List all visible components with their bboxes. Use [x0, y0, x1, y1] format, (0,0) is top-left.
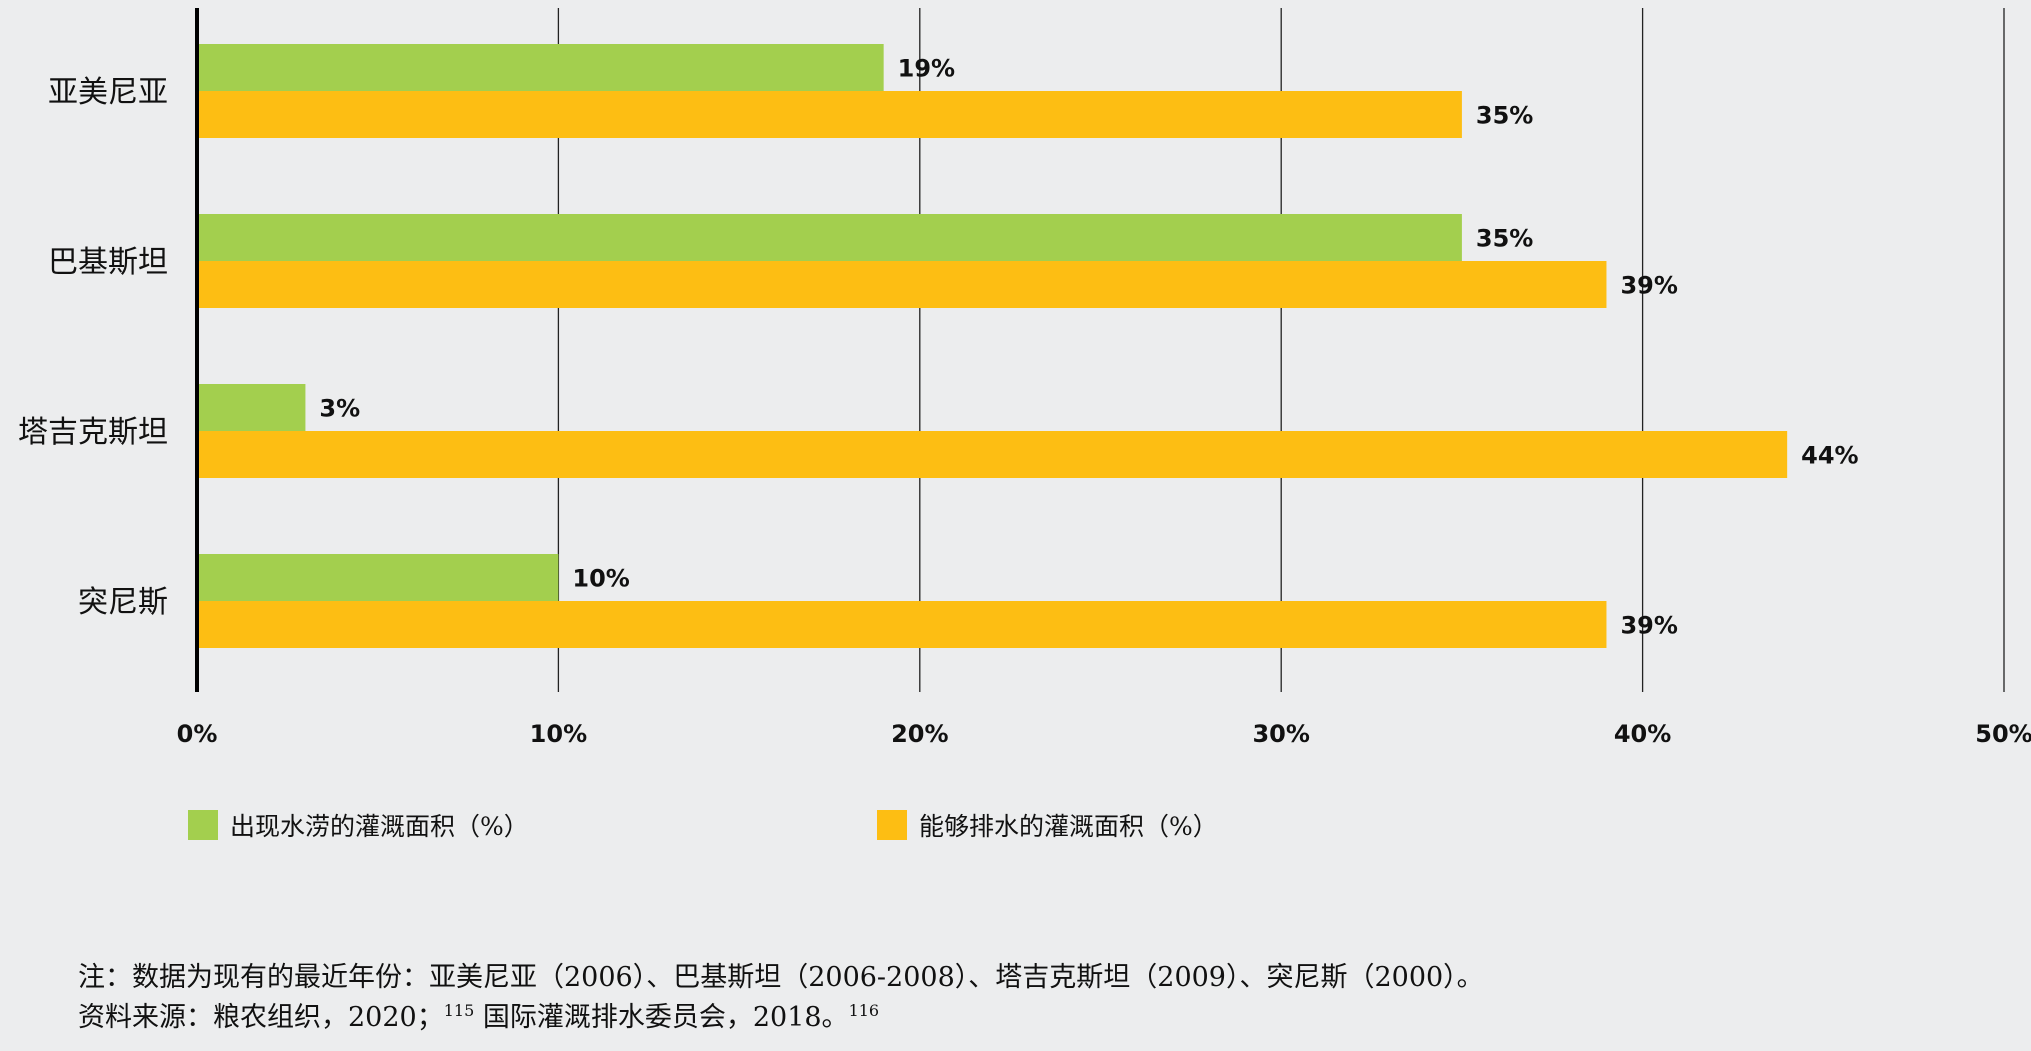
legend-label-drainable: 能够排水的灌溉面积（%）	[919, 812, 1218, 841]
bar-waterlogged-3	[197, 554, 559, 601]
source-text: 资料来源：粮农组织，2020；115 国际灌溉排水委员会，2018。116	[78, 998, 1978, 1038]
legend-swatch-green	[188, 810, 218, 840]
x-tick-label-50: 50%	[1975, 720, 2031, 748]
x-tick-label-30: 30%	[1252, 720, 1309, 748]
bar-drainable-1	[197, 261, 1607, 308]
footnotes: 注：数据为现有的最近年份：亚美尼亚（2006）、巴基斯坦（2006-2008）、…	[78, 958, 1978, 1038]
bar-drainable-3	[197, 601, 1607, 648]
x-tick-label-20: 20%	[891, 720, 948, 748]
category-label-0: 亚美尼亚	[48, 75, 168, 110]
legend-label-waterlogged: 出现水涝的灌溉面积（%）	[230, 812, 529, 841]
x-tick-label-40: 40%	[1614, 720, 1671, 748]
bar-chart: 19% 35% 35% 39% 3% 44% 10% 39% 亚美尼亚巴基斯坦塔吉克斯坦突尼斯…	[18, 8, 2031, 748]
value-label-waterlogged-2: 3%	[319, 395, 360, 423]
x-tick-label-0: 0%	[177, 720, 218, 748]
legend-item-waterlogged: 出现水涝的灌溉面积（%）	[188, 805, 529, 845]
x-tick-labels: 0% 10% 20% 30% 40% 50%	[177, 720, 2031, 748]
value-label-waterlogged-0: 19%	[898, 55, 955, 83]
bar-drainable-2	[197, 431, 1788, 478]
source-prefix: 资料来源：粮农组织，2020；	[78, 1002, 444, 1033]
source-ref-115: 115	[443, 1001, 475, 1020]
source-ref-116: 116	[848, 1001, 880, 1020]
value-label-waterlogged-1: 35%	[1476, 225, 1533, 253]
note-text: 注：数据为现有的最近年份：亚美尼亚（2006）、巴基斯坦（2006-2008）、…	[78, 962, 1484, 993]
bar-waterlogged-0	[197, 44, 884, 91]
value-label-drainable-2: 44%	[1801, 442, 1858, 470]
legend: 出现水涝的灌溉面积（%） 能够排水的灌溉面积（%）	[188, 805, 1388, 845]
legend-swatch-yellow	[877, 810, 907, 840]
value-label-drainable-1: 39%	[1620, 272, 1677, 300]
value-labels: 19% 35% 35% 39% 3% 44% 10% 39%	[319, 55, 1858, 640]
value-label-drainable-3: 39%	[1620, 612, 1677, 640]
source-mid: 国际灌溉排水委员会，2018。	[474, 1002, 849, 1033]
x-tick-label-10: 10%	[530, 720, 587, 748]
bar-drainable-0	[197, 91, 1462, 138]
category-label-3: 突尼斯	[78, 585, 168, 620]
bars	[197, 44, 1788, 648]
value-label-waterlogged-3: 10%	[572, 565, 629, 593]
legend-item-drainable: 能够排水的灌溉面积（%）	[877, 805, 1218, 845]
bar-waterlogged-1	[197, 214, 1462, 261]
value-label-drainable-0: 35%	[1476, 102, 1533, 130]
category-label-1: 巴基斯坦	[48, 245, 168, 280]
category-label-2: 塔吉克斯坦	[18, 415, 168, 450]
bar-waterlogged-2	[197, 384, 306, 431]
